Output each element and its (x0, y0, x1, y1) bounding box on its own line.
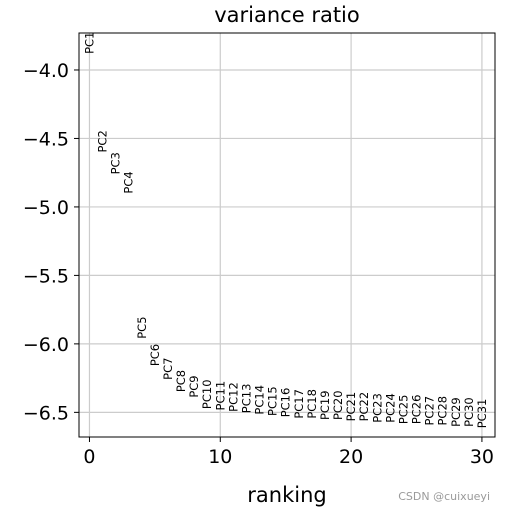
point-label-pc10: PC10 (200, 379, 214, 409)
axis-ticks: 0 10 20 30 −4.0 −4.5 −5.0 −5.5 −6.0 −6.5 (23, 60, 494, 468)
point-label-pc2: PC2 (96, 130, 110, 152)
point-label-pc1: PC1 (82, 32, 96, 54)
y-tick-label: −4.0 (23, 60, 69, 82)
point-label-pc24: PC24 (383, 393, 397, 423)
watermark: CSDN @cuixueyi (398, 490, 490, 503)
point-label-pc25: PC25 (396, 395, 410, 425)
point-label-pc3: PC3 (109, 152, 123, 174)
y-tick-label: −6.5 (23, 402, 69, 424)
point-label-pc12: PC12 (226, 382, 240, 412)
grid (79, 33, 495, 437)
x-tick-label: 30 (470, 446, 494, 468)
point-label-pc9: PC9 (187, 375, 201, 397)
point-label-pc17: PC17 (292, 389, 306, 419)
plot-frame (78, 32, 496, 438)
point-label-pc30: PC30 (462, 397, 476, 427)
point-label-pc14: PC14 (253, 385, 267, 415)
point-label-pc11: PC11 (213, 381, 227, 411)
y-tick-label: −4.5 (23, 128, 69, 150)
point-label-pc29: PC29 (449, 397, 463, 427)
x-tick-label: 10 (208, 446, 232, 468)
point-label-pc23: PC23 (370, 393, 384, 423)
point-label-pc19: PC19 (318, 390, 332, 420)
x-axis-label: ranking (247, 483, 326, 507)
point-label-pc6: PC6 (148, 344, 162, 366)
point-label-pc7: PC7 (161, 358, 175, 380)
x-tick-label: 0 (83, 446, 95, 468)
point-label-pc5: PC5 (135, 316, 149, 338)
point-label-pc16: PC16 (279, 388, 293, 418)
y-tick-label: −6.0 (23, 334, 69, 356)
point-label-pc22: PC22 (357, 392, 371, 422)
point-label-pc28: PC28 (436, 396, 450, 426)
point-label-pc26: PC26 (410, 395, 424, 425)
point-label-pc18: PC18 (305, 389, 319, 419)
chart-title: variance ratio (214, 3, 360, 27)
x-tick-label: 20 (339, 446, 363, 468)
point-label-pc31: PC31 (475, 399, 489, 429)
point-label-pc20: PC20 (331, 390, 345, 420)
y-tick-label: −5.5 (23, 265, 69, 287)
point-label-pc15: PC15 (266, 386, 280, 416)
point-label-pc4: PC4 (122, 171, 136, 193)
point-label-pc21: PC21 (344, 392, 358, 422)
point-label-pc13: PC13 (239, 384, 253, 414)
y-tick-label: −5.0 (23, 197, 69, 219)
point-label-pc27: PC27 (423, 396, 437, 426)
point-label-pc8: PC8 (174, 370, 188, 392)
